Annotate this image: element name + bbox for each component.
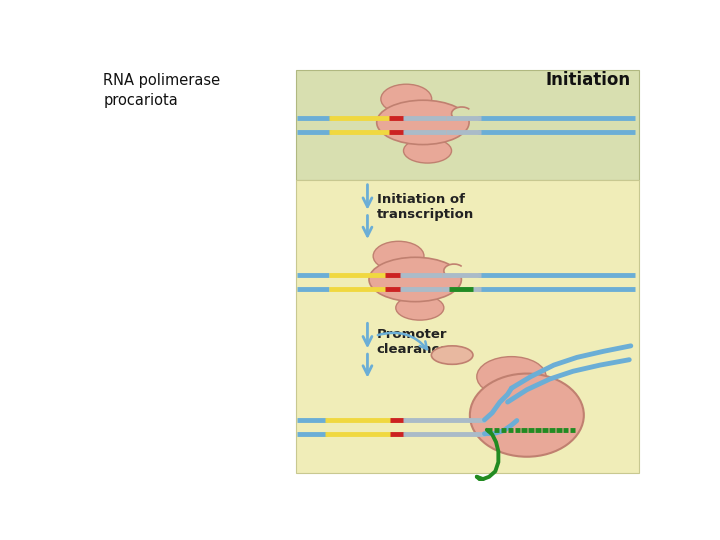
Ellipse shape xyxy=(377,100,469,145)
Text: Initiation: Initiation xyxy=(546,71,631,89)
Bar xyxy=(296,180,639,473)
Ellipse shape xyxy=(381,84,432,114)
Text: RNA polimerase
procariota: RNA polimerase procariota xyxy=(104,72,220,109)
Ellipse shape xyxy=(396,295,444,320)
Ellipse shape xyxy=(373,241,424,271)
Ellipse shape xyxy=(431,346,473,365)
Text: Initiation of
transcription: Initiation of transcription xyxy=(377,193,474,221)
Ellipse shape xyxy=(403,138,451,163)
Ellipse shape xyxy=(444,264,464,278)
Ellipse shape xyxy=(470,374,584,457)
Ellipse shape xyxy=(451,107,472,120)
Text: σ: σ xyxy=(449,349,456,362)
Bar xyxy=(296,70,639,180)
Ellipse shape xyxy=(369,257,462,302)
Ellipse shape xyxy=(477,356,546,397)
Text: Promoter
clearance: Promoter clearance xyxy=(377,328,449,356)
